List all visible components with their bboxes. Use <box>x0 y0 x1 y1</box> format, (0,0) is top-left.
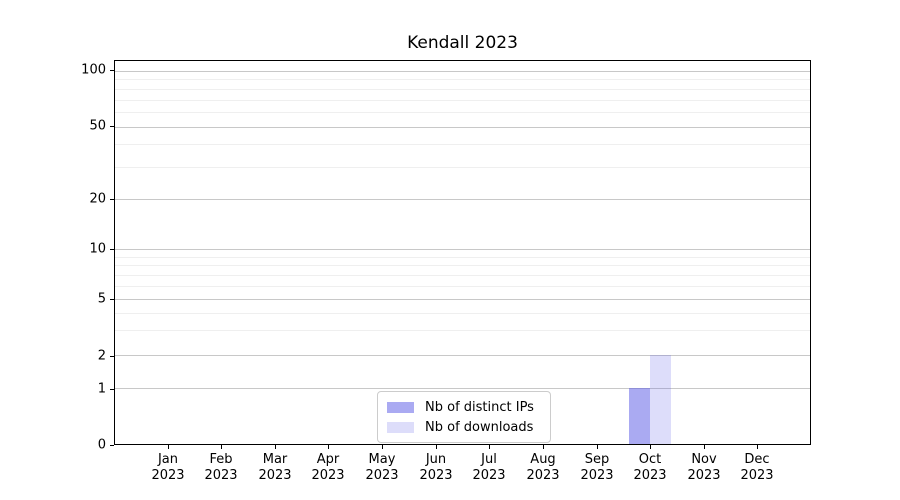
x-tick-label-line: 2023 <box>151 468 185 483</box>
x-tick-mark-mar-2023 <box>275 445 276 449</box>
x-tick-label-line: Apr <box>316 452 340 467</box>
y-gridline-2 <box>115 355 810 356</box>
x-tick-mark-jul-2023 <box>489 445 490 449</box>
x-tick-label-line: May <box>368 452 396 467</box>
y-gridline-minor-30 <box>115 167 810 168</box>
y-gridline-minor-7 <box>115 275 810 276</box>
x-tick-mark-jun-2023 <box>436 445 437 449</box>
y-gridline-20 <box>115 199 810 200</box>
y-tick-mark-100 <box>110 70 114 71</box>
x-tick-label-dec-2023: Dec 2023 <box>725 452 789 484</box>
y-tick-label-1: 1 <box>97 381 106 397</box>
y-tick-mark-10 <box>110 249 114 250</box>
y-gridline-minor-90 <box>115 79 810 80</box>
x-tick-label-line: 2023 <box>740 468 774 483</box>
y-tick-mark-20 <box>110 199 114 200</box>
plot-area <box>114 60 811 445</box>
x-tick-label-jul-2023: Jul 2023 <box>457 452 521 484</box>
x-tick-label-line: 2023 <box>258 468 292 483</box>
x-tick-label-line: 2023 <box>633 468 667 483</box>
y-tick-mark-0 <box>110 445 114 446</box>
y-gridline-minor-4 <box>115 313 810 314</box>
y-tick-label-20: 20 <box>89 191 106 207</box>
bar-nb-of-downloads-oct-2023 <box>650 355 671 444</box>
x-tick-label-line: 2023 <box>311 468 345 483</box>
legend: Nb of distinct IPs Nb of downloads <box>377 391 551 443</box>
x-tick-label-line: Oct <box>638 452 662 467</box>
x-tick-label-mar-2023: Mar 2023 <box>243 452 307 484</box>
legend-row-distinct-ips: Nb of distinct IPs <box>387 397 541 417</box>
x-tick-label-nov-2023: Nov 2023 <box>672 452 736 484</box>
legend-label-distinct-ips: Nb of distinct IPs <box>425 399 534 415</box>
x-tick-mark-apr-2023 <box>328 445 329 449</box>
x-tick-label-line: Mar <box>262 452 288 467</box>
y-gridline-minor-6 <box>115 286 810 287</box>
x-tick-label-jun-2023: Jun 2023 <box>404 452 468 484</box>
x-tick-label-line: 2023 <box>204 468 238 483</box>
legend-row-downloads: Nb of downloads <box>387 417 541 437</box>
x-tick-label-line: 2023 <box>472 468 506 483</box>
y-tick-label-100: 100 <box>81 62 106 78</box>
y-gridline-minor-8 <box>115 265 810 266</box>
y-gridline-50 <box>115 127 810 128</box>
x-tick-label-line: Jan <box>157 452 179 467</box>
chart-title: Kendall 2023 <box>407 33 518 53</box>
legend-swatch-downloads <box>387 421 414 433</box>
y-tick-mark-5 <box>110 299 114 300</box>
x-tick-label-line: 2023 <box>419 468 453 483</box>
x-tick-label-line: Aug <box>530 452 556 467</box>
x-tick-mark-feb-2023 <box>221 445 222 449</box>
x-tick-label-line: Jun <box>425 452 447 467</box>
x-tick-mark-aug-2023 <box>543 445 544 449</box>
x-tick-label-line: Dec <box>744 452 770 467</box>
y-gridline-minor-40 <box>115 144 810 145</box>
x-tick-label-line: Jul <box>481 452 497 467</box>
legend-label-downloads: Nb of downloads <box>425 419 534 435</box>
y-gridline-1 <box>115 388 810 389</box>
y-gridline-5 <box>115 299 810 300</box>
y-tick-mark-2 <box>110 356 114 357</box>
x-tick-mark-may-2023 <box>382 445 383 449</box>
y-gridline-minor-3 <box>115 330 810 331</box>
y-gridline-10 <box>115 249 810 250</box>
x-tick-label-line: 2023 <box>687 468 721 483</box>
x-tick-label-line: Feb <box>209 452 233 467</box>
x-tick-mark-sep-2023 <box>597 445 598 449</box>
x-tick-label-oct-2023: Oct 2023 <box>618 452 682 484</box>
y-tick-label-10: 10 <box>89 241 106 257</box>
x-tick-label-sep-2023: Sep 2023 <box>565 452 629 484</box>
bar-nb-of-distinct-ips-oct-2023 <box>629 388 650 444</box>
x-tick-label-line: Nov <box>691 452 717 467</box>
x-tick-mark-dec-2023 <box>757 445 758 449</box>
y-gridline-minor-70 <box>115 100 810 101</box>
x-tick-label-feb-2023: Feb 2023 <box>189 452 253 484</box>
y-tick-label-0: 0 <box>97 437 106 453</box>
legend-swatch-distinct-ips <box>387 401 414 413</box>
x-tick-mark-nov-2023 <box>704 445 705 449</box>
x-tick-mark-oct-2023 <box>650 445 651 449</box>
y-tick-label-50: 50 <box>89 118 106 134</box>
x-tick-label-may-2023: May 2023 <box>350 452 414 484</box>
x-tick-label-line: 2023 <box>526 468 560 483</box>
y-gridline-minor-80 <box>115 89 810 90</box>
x-tick-label-jan-2023: Jan 2023 <box>136 452 200 484</box>
x-tick-label-line: 2023 <box>365 468 399 483</box>
y-gridline-minor-60 <box>115 112 810 113</box>
x-tick-mark-jan-2023 <box>168 445 169 449</box>
y-tick-label-2: 2 <box>97 348 106 364</box>
y-tick-label-5: 5 <box>97 291 106 307</box>
y-tick-mark-1 <box>110 389 114 390</box>
y-gridline-100 <box>115 71 810 72</box>
y-gridline-minor-9 <box>115 257 810 258</box>
y-tick-mark-50 <box>110 126 114 127</box>
x-tick-label-apr-2023: Apr 2023 <box>296 452 360 484</box>
x-tick-label-line: 2023 <box>580 468 614 483</box>
x-tick-label-line: Sep <box>584 452 610 467</box>
x-tick-label-aug-2023: Aug 2023 <box>511 452 575 484</box>
